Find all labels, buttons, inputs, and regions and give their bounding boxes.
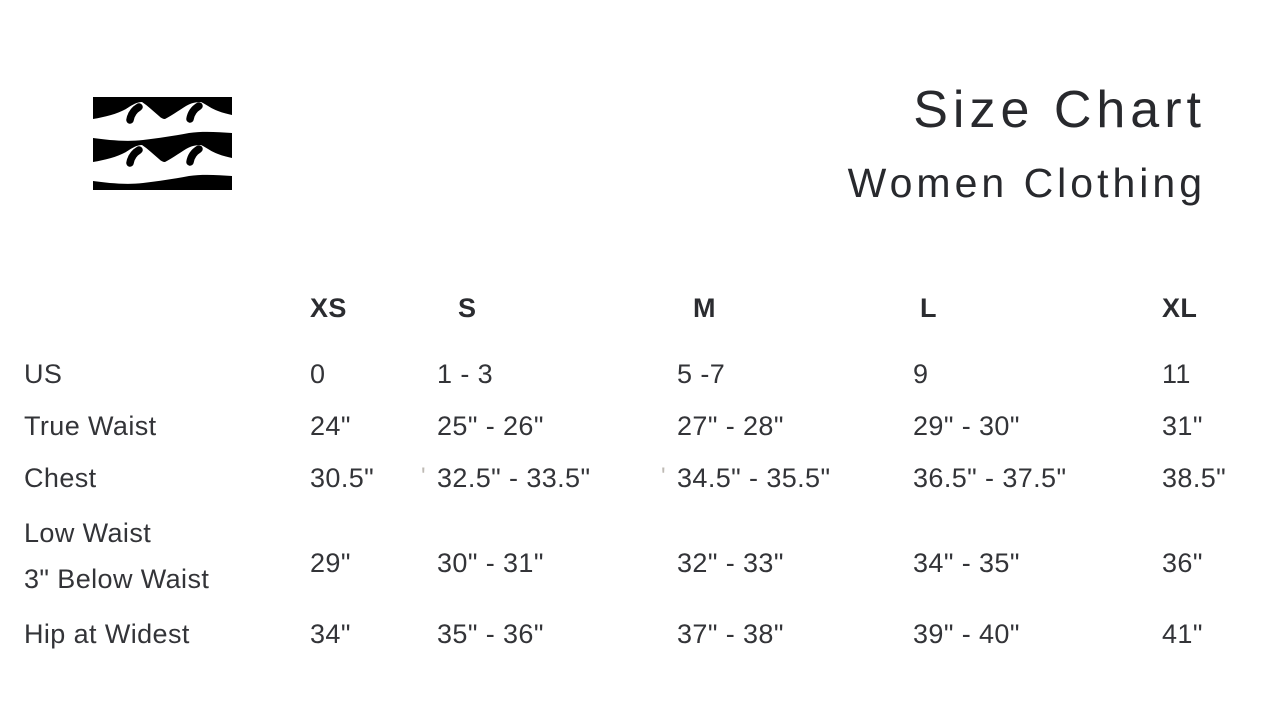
size-cell: 1 - 3 <box>437 358 494 389</box>
size-cell: 41" <box>1162 618 1203 649</box>
column-header-s: S <box>458 292 477 323</box>
size-cell: 25" - 26" <box>437 410 544 441</box>
row-label-line: Hip at Widest <box>24 618 190 649</box>
size-cell: 27" - 28" <box>677 410 784 441</box>
size-cell: 29" <box>310 547 351 578</box>
table-row: US 0 1 - 3 5 -7 9 11 <box>0 348 1280 400</box>
size-cell: 5 -7 <box>677 358 726 389</box>
size-cell: 32" - 33" <box>677 547 784 578</box>
table-row: True Waist 24" 25" - 26" 27" - 28" 29" - 30"… <box>0 400 1280 452</box>
size-cell: 34" - 35" <box>913 547 1020 578</box>
size-table-header-row: XS S M L XL <box>0 282 1280 334</box>
column-header-m: M <box>693 292 716 323</box>
row-label-line: True Waist <box>24 410 157 441</box>
size-cell: 24" <box>310 410 351 441</box>
size-cell: 34" <box>310 618 351 649</box>
row-label-line: Chest <box>24 462 97 493</box>
column-header-l: L <box>920 292 937 323</box>
billabong-logo <box>93 97 232 190</box>
size-cell: 31" <box>1162 410 1203 441</box>
row-label: Hip at Widest <box>0 619 310 650</box>
row-label-line: Low Waist <box>24 518 152 548</box>
column-header-xl: XL <box>1162 292 1198 323</box>
size-cell: 0 <box>310 358 326 389</box>
row-label-line: US <box>24 358 63 389</box>
size-cell: 36.5" - 37.5" <box>913 462 1067 493</box>
size-cell: 35" - 36" <box>437 618 544 649</box>
size-cell: 39" - 40" <box>913 618 1020 649</box>
size-cell: 29" - 30" <box>913 410 1020 441</box>
size-cell: 9 <box>913 358 929 389</box>
size-cell: 30" - 31" <box>437 547 544 578</box>
row-label-line: 3" Below Waist <box>24 564 210 594</box>
row-label: Low Waist 3" Below Waist <box>0 510 310 602</box>
row-label: US <box>0 359 310 390</box>
size-cell: ' 34.5" - 35.5" <box>661 462 831 493</box>
size-cell: 30.5" <box>310 462 375 493</box>
page-subtitle: Women Clothing <box>847 160 1206 206</box>
column-header-xs: XS <box>310 292 347 323</box>
size-table-body: US 0 1 - 3 5 -7 9 11 True Waist 24" 25" - 26" 27"… <box>0 348 1280 660</box>
table-row: Hip at Widest 34" 35" - 36" 37" - 38" 39" - … <box>0 608 1280 660</box>
row-label: True Waist <box>0 411 310 442</box>
billabong-wave-logo-icon <box>93 97 232 190</box>
page-title: Size Chart <box>913 81 1206 139</box>
size-cell: ' 32.5" - 33.5" <box>421 462 591 493</box>
row-label: Chest <box>0 463 310 494</box>
size-cell: 37" - 38" <box>677 618 784 649</box>
size-cell: 36" <box>1162 547 1203 578</box>
table-row: Low Waist 3" Below Waist 29" 30" - 31" 32" -… <box>0 504 1280 608</box>
size-cell: 11 <box>1162 358 1191 389</box>
size-cell: 38.5" <box>1162 462 1227 493</box>
table-row: Chest 30.5" ' 32.5" - 33.5" ' 34.5" - 35.5" 36… <box>0 452 1280 504</box>
size-table: XS S M L XL US 0 1 - 3 5 -7 9 11 True Waist 24" 25" … <box>0 282 1280 660</box>
